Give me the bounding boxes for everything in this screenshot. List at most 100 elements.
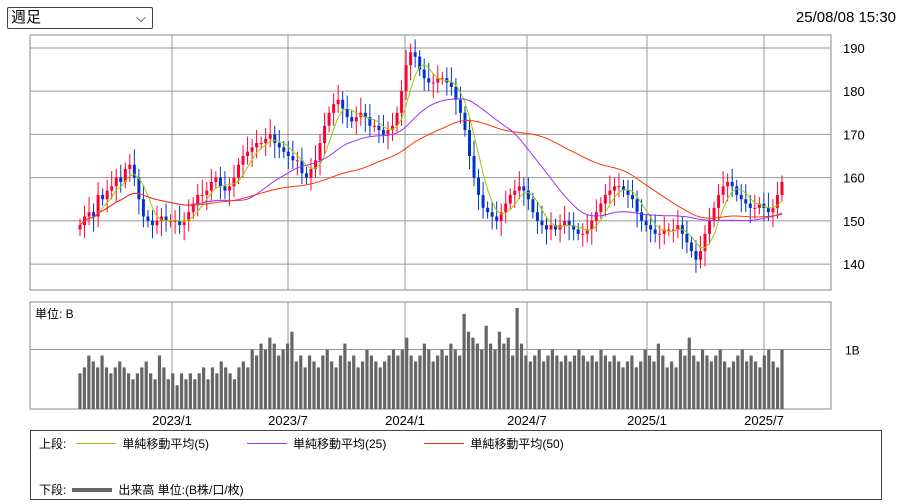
volume-bar <box>149 373 153 409</box>
volume-bar <box>599 349 603 409</box>
volume-bar <box>647 355 652 409</box>
legend-label-sma5: 単純移動平均(5) <box>122 437 210 451</box>
candle-body <box>730 181 734 187</box>
volume-bar <box>555 355 559 409</box>
volume-bar <box>237 367 241 409</box>
candle-body <box>440 78 444 80</box>
candle-body <box>327 112 331 126</box>
volume-bar <box>484 325 488 409</box>
volume-bar <box>299 355 303 409</box>
volume-unit-label: 単位: B <box>35 306 74 321</box>
candle-body <box>209 181 213 191</box>
candle-body <box>572 225 576 230</box>
timestamp: 25/08/08 15:30 <box>795 9 896 26</box>
period-select[interactable]: 週足 ⌵ <box>7 7 153 29</box>
volume-bar <box>104 367 109 409</box>
volume-bar <box>625 361 630 409</box>
candle-body <box>241 156 245 165</box>
candle-body <box>87 212 91 217</box>
volume-bar <box>497 331 502 409</box>
candle-body <box>413 52 417 57</box>
candle-body <box>504 203 508 213</box>
candle-body <box>753 207 757 209</box>
volume-bar <box>343 343 347 409</box>
volume-bar <box>515 307 519 409</box>
candle-body <box>621 186 625 191</box>
volume-bar <box>480 349 484 409</box>
volume-bar <box>122 367 126 409</box>
volume-bar <box>219 361 223 409</box>
legend-line-sma25 <box>247 443 288 444</box>
volume-bar <box>241 361 245 409</box>
legend-label-sma50: 単純移動平均(50) <box>470 437 564 451</box>
volume-bar <box>780 349 784 409</box>
x-tick-label: 2024/7 <box>507 413 547 428</box>
volume-bar <box>687 337 691 409</box>
volume-bar <box>458 355 462 409</box>
volume-bar <box>489 343 493 409</box>
volume-bar <box>643 349 647 409</box>
candle-body <box>477 177 481 195</box>
volume-bar <box>175 385 179 409</box>
candle-body <box>155 220 159 226</box>
candle-body <box>436 78 440 83</box>
volume-bar <box>700 349 705 409</box>
volume-bar <box>126 373 131 409</box>
volume-bar <box>268 337 272 409</box>
volume-bar <box>727 367 731 409</box>
sma-line <box>79 98 783 226</box>
volume-bar <box>334 367 338 409</box>
candle-body <box>422 69 426 79</box>
candle-body <box>576 229 580 234</box>
volume-bar <box>603 355 607 409</box>
candle-body <box>182 220 186 226</box>
volume-bar <box>285 343 290 409</box>
volume-bar <box>100 355 104 409</box>
volume-bar <box>157 355 162 409</box>
volume-bar <box>656 343 660 409</box>
candle-body <box>259 143 263 145</box>
volume-bar <box>224 367 228 409</box>
candle-body <box>160 216 164 221</box>
volume-bar <box>109 373 113 409</box>
candle-body <box>277 143 281 148</box>
volume-bar <box>263 349 268 409</box>
candle-body <box>409 52 413 66</box>
volume-bar <box>475 343 479 409</box>
y-tick-label: 150 <box>843 214 865 229</box>
candle-body <box>744 199 748 204</box>
candle-body <box>712 207 716 221</box>
candle-body <box>735 186 739 195</box>
volume-bar <box>621 367 625 409</box>
candle-body <box>640 212 644 221</box>
volume-bar <box>634 367 638 409</box>
candle-body <box>363 112 367 118</box>
volume-bar <box>692 355 696 409</box>
candle-body <box>150 220 154 226</box>
volume-bar <box>749 355 753 409</box>
y-tick-label: 170 <box>843 127 865 142</box>
candle-body <box>535 212 539 221</box>
candle-body <box>205 190 209 195</box>
candle-body <box>631 194 635 200</box>
candle-body <box>386 130 390 135</box>
candle-body <box>717 194 721 208</box>
candle-body <box>531 199 535 213</box>
candle-body <box>590 220 594 230</box>
volume-bar <box>378 367 382 409</box>
candle-body <box>214 177 218 182</box>
volume-bar <box>418 355 422 409</box>
volume-bar <box>91 361 95 409</box>
volume-bar <box>678 349 683 409</box>
volume-bar <box>135 373 139 409</box>
volume-bar <box>118 361 122 409</box>
candle-body <box>658 233 662 235</box>
volume-bar <box>184 379 188 409</box>
volume-bar <box>546 355 550 409</box>
volume-bar <box>400 349 404 409</box>
candle-body <box>381 130 385 135</box>
candle-body <box>676 225 680 230</box>
volume-bar <box>736 355 740 409</box>
volume-bar <box>758 367 762 409</box>
candle-body <box>164 216 168 221</box>
